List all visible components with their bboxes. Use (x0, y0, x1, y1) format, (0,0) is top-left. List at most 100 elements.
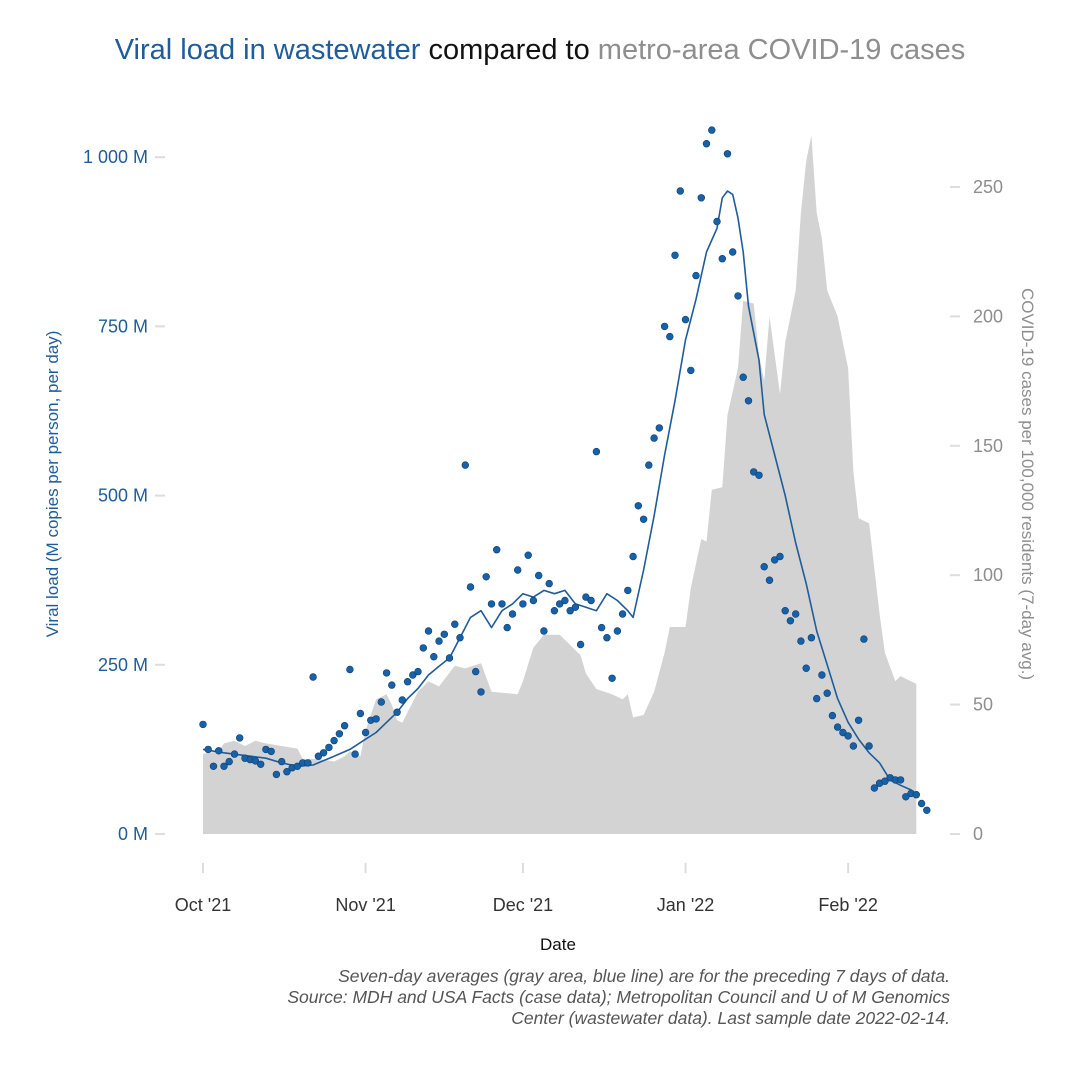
left-tick-label: 1 000 M (83, 147, 148, 167)
viral-sample-point (215, 747, 223, 755)
viral-sample-point (723, 150, 732, 158)
left-axis-title: Viral load (M copies per person, per day… (43, 331, 62, 638)
viral-sample-point (335, 730, 344, 738)
chart-caption: Seven-day averages (gray area, blue line… (130, 966, 950, 1029)
viral-sample-point (902, 793, 910, 801)
viral-sample-point (272, 770, 281, 779)
viral-sample-point (776, 552, 784, 561)
viral-sample-point (519, 600, 527, 608)
viral-sample-point (708, 126, 716, 134)
viral-sample-point (645, 461, 653, 469)
viral-sample-point (592, 447, 601, 456)
viral-sample-point (340, 721, 349, 730)
cases-area-layer (203, 135, 917, 834)
viral-sample-point (251, 757, 260, 765)
viral-sample-point (430, 652, 438, 661)
title-compared-to: compared to (420, 34, 598, 66)
viral-sample-point (597, 623, 606, 632)
viral-average-line (202, 190, 917, 796)
viral-sample-point (833, 723, 842, 731)
viral-sample-point (330, 736, 338, 745)
viral-sample-point (466, 583, 475, 591)
viral-sample-point (728, 248, 737, 256)
x-tick-label: Dec '21 (493, 895, 553, 915)
left-tick-label: 250 M (98, 655, 148, 675)
viral-sample-point (445, 654, 454, 662)
viral-sample-point (561, 596, 569, 605)
viral-sample-point (534, 571, 543, 580)
viral-sample-point (257, 760, 265, 768)
viral-sample-point (582, 593, 590, 601)
right-tick-label: 50 (973, 695, 993, 715)
viral-sample-point (791, 610, 800, 618)
viral-sample-point (388, 681, 396, 689)
title-viral-load: Viral load in wastewater (114, 34, 421, 66)
viral-sample-point (634, 502, 642, 510)
x-tick-label: Jan '22 (657, 895, 714, 915)
viral-sample-point (414, 667, 422, 676)
right-axis: 0 50 100 150 200 250 (950, 177, 1003, 844)
viral-sample-point (781, 606, 789, 615)
x-tick-label: Feb '22 (818, 895, 877, 915)
viral-sample-point (744, 397, 753, 405)
right-tick-label: 0 (973, 824, 983, 844)
viral-sample-point (692, 271, 700, 280)
viral-sample-point (739, 373, 747, 381)
viral-sample-point (382, 669, 391, 677)
viral-sample-point (896, 776, 905, 784)
viral-sample-point (734, 292, 742, 300)
viral-sample-point (697, 194, 705, 202)
viral-sample-point (912, 790, 920, 799)
caption-line-2: Source: MDH and USA Facts (case data); M… (287, 987, 950, 1007)
viral-sample-point (917, 799, 926, 808)
viral-sample-point (812, 694, 821, 703)
right-axis-title: COVID-19 cases per 100,000 residents (7-… (1018, 288, 1037, 680)
viral-sample-point (403, 677, 412, 686)
viral-sample-point (702, 140, 711, 148)
viral-sample-point (493, 545, 501, 554)
viral-sample-point (603, 633, 611, 642)
viral-sample-point (230, 750, 239, 758)
viral-sample-point (770, 556, 779, 564)
viral-sample-point (314, 752, 323, 760)
viral-sample-point (849, 742, 858, 750)
viral-sample-point (550, 606, 559, 615)
viral-sample-point (765, 576, 774, 584)
viral-sample-point (676, 187, 684, 195)
left-tick-label: 750 M (98, 316, 148, 336)
viral-sample-point (361, 728, 370, 737)
viral-sample-point (503, 623, 511, 632)
viral-sample-point (346, 665, 354, 674)
viral-sample-point (220, 762, 228, 770)
viral-sample-point (293, 762, 302, 770)
viral-sample-point (660, 322, 669, 331)
viral-sample-point (839, 728, 847, 737)
viral-sample-point (472, 667, 480, 676)
viral-line-layer (202, 190, 917, 796)
left-axis: 0 M 250 M 500 M 750 M 1 000 M (83, 147, 165, 844)
viral-sample-point (671, 251, 679, 260)
viral-sample-point (461, 461, 469, 469)
viral-sample-point (823, 689, 831, 697)
title-cases: metro-area COVID-19 cases (597, 34, 966, 66)
caption-line-3: Center (wastewater data). Last sample da… (511, 1008, 950, 1028)
viral-sample-point (870, 784, 879, 792)
viral-sample-point (435, 637, 443, 645)
viral-sample-point (818, 671, 826, 679)
viral-sample-point (639, 515, 648, 523)
viral-sample-point (881, 777, 889, 785)
viral-sample-point (613, 627, 622, 635)
viral-sample-point (209, 762, 218, 770)
viral-sample-point (319, 749, 328, 757)
viral-sample-point (304, 759, 312, 767)
viral-sample-point (372, 715, 380, 723)
viral-sample-point (718, 255, 726, 263)
viral-sample-point (325, 743, 333, 752)
x-axis: Oct '21 Nov '21 Dec '21 Jan '22 Feb '22 (175, 863, 878, 915)
left-tick-label: 500 M (98, 486, 148, 506)
viral-sample-point (608, 674, 616, 682)
viral-sample-point (351, 750, 359, 758)
viral-sample-point (482, 573, 490, 581)
viral-sample-point (508, 610, 517, 618)
